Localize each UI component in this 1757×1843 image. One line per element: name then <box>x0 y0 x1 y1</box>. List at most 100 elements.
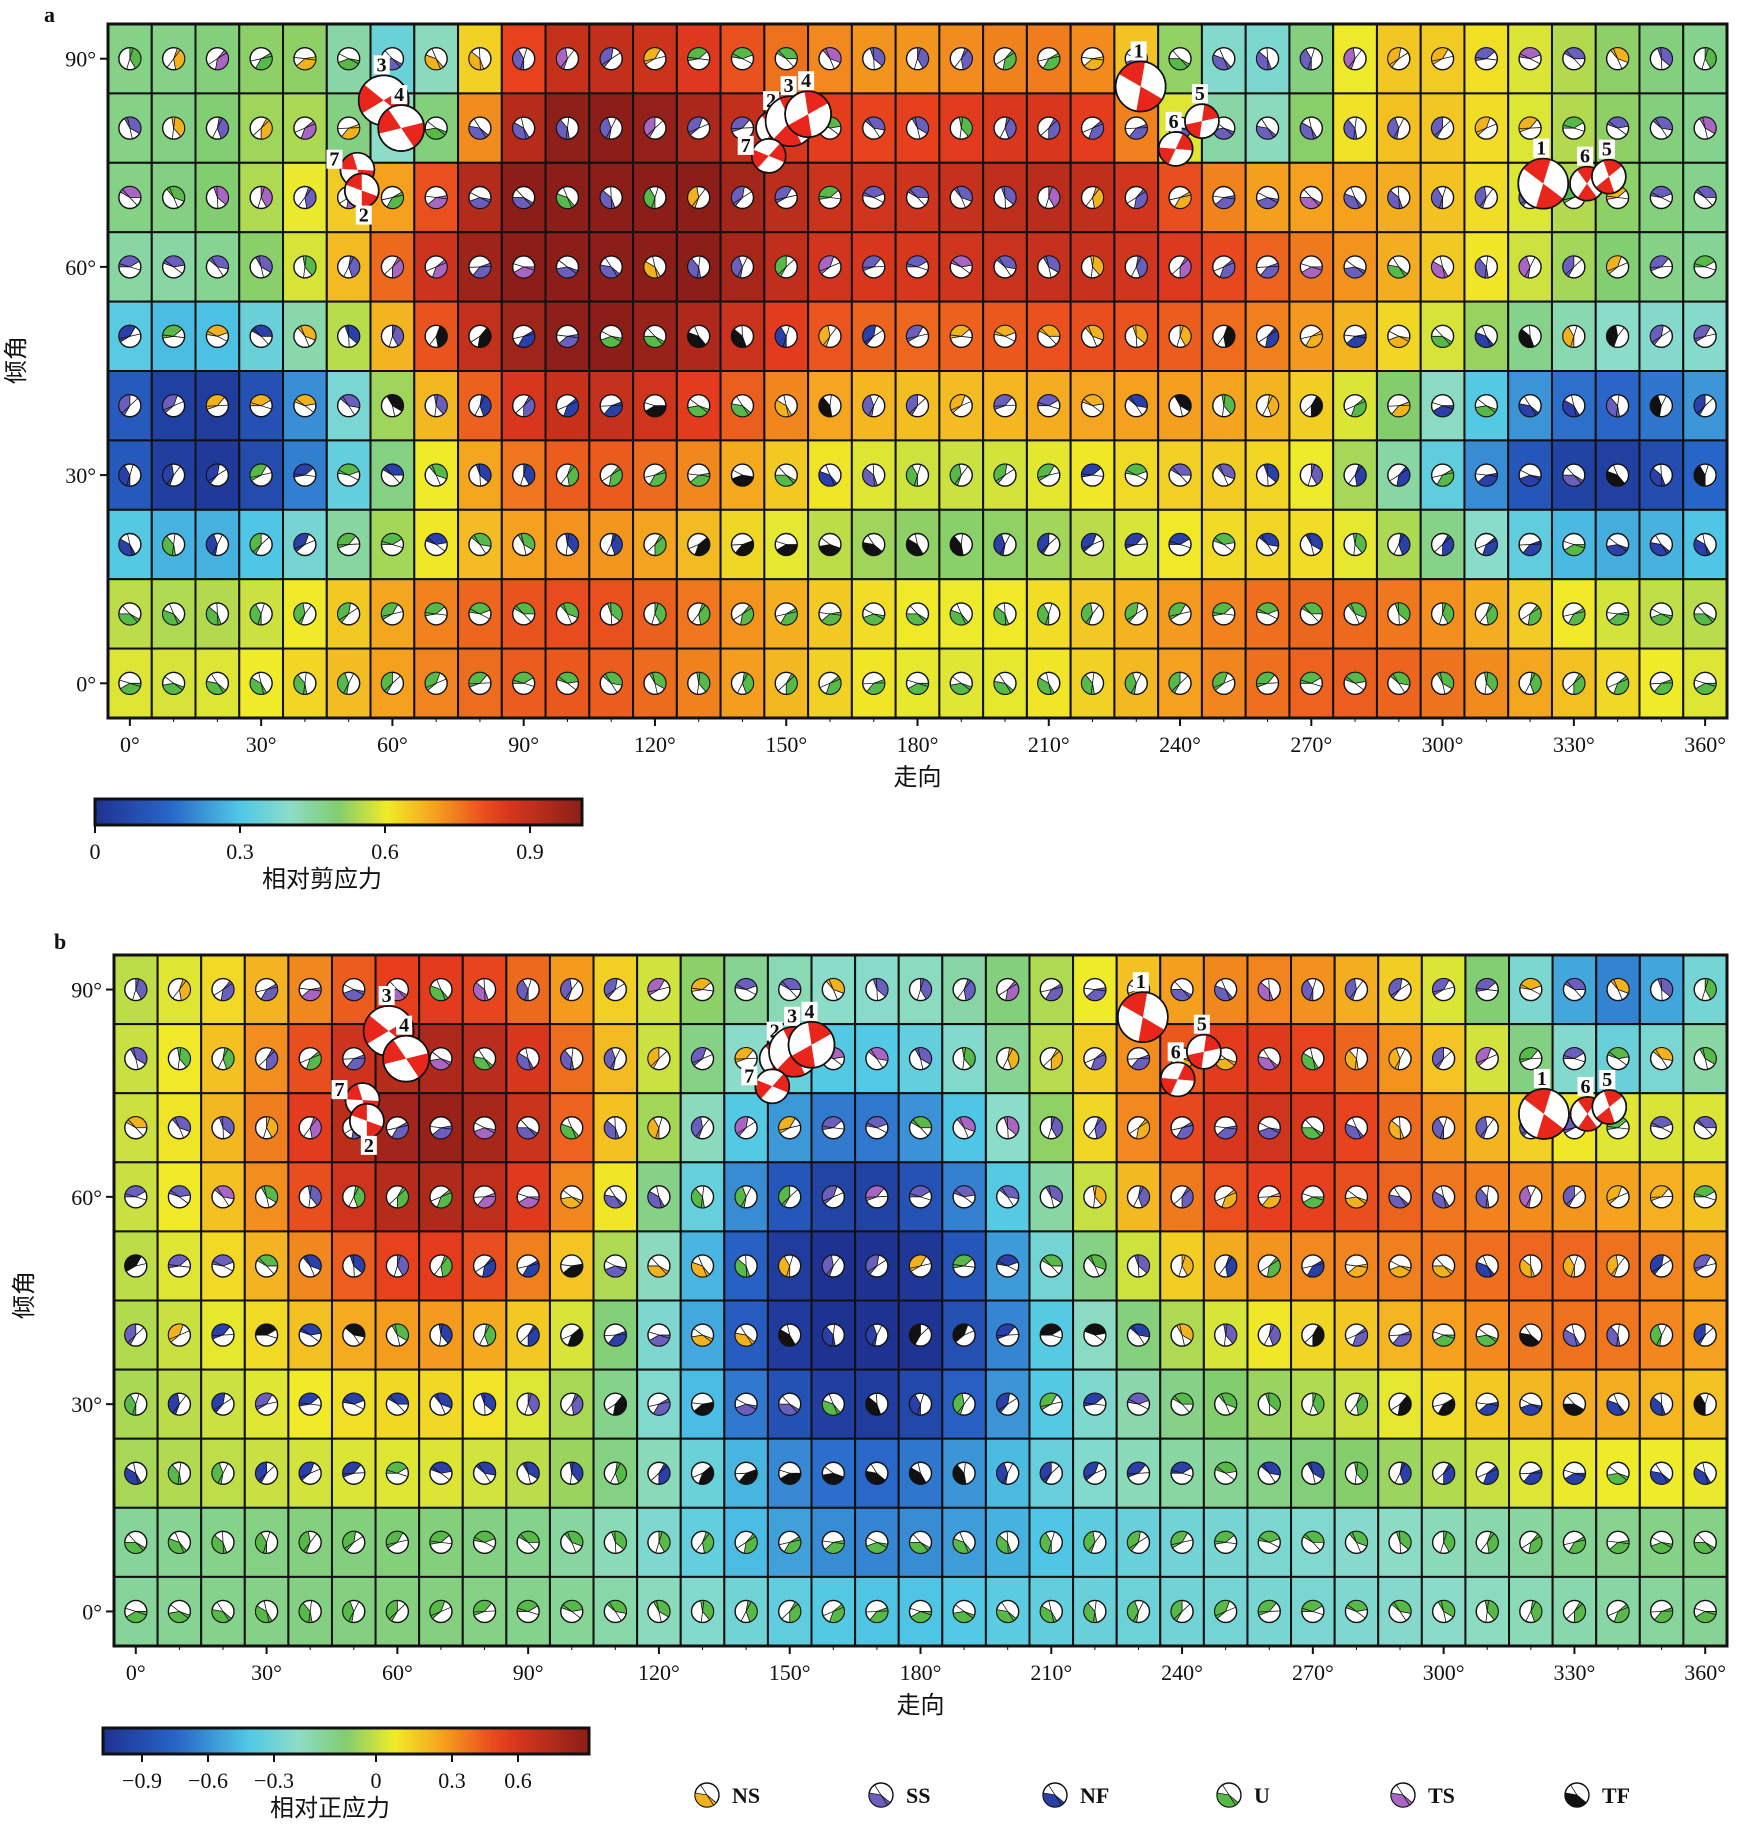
mechanism-ball <box>424 255 448 279</box>
mechanism-ball <box>298 1599 322 1624</box>
mechanism-ball <box>254 977 279 1002</box>
mechanism-ball <box>995 1599 1020 1624</box>
heatmap-cell <box>1288 647 1335 719</box>
mechanism-ball <box>1475 1254 1499 1278</box>
earthquake-label: 3 <box>787 1006 797 1028</box>
mechanism-ball <box>298 1323 322 1347</box>
mechanism-ball <box>1693 532 1717 557</box>
x-tick-label: 270° <box>1292 1660 1334 1685</box>
mechanism-ball <box>821 1392 846 1416</box>
heatmap-cell <box>413 23 460 95</box>
mechanism-ball <box>293 324 317 348</box>
heatmap-cell <box>982 647 1028 719</box>
mechanism-ball <box>1344 1323 1369 1347</box>
mechanism-ball <box>1518 324 1542 348</box>
mechanism-ball <box>298 1530 322 1555</box>
mechanism-ball <box>1605 671 1630 695</box>
mechanism-ball <box>599 602 623 626</box>
mechanism-ball <box>1299 463 1324 487</box>
mechanism-ball <box>293 116 317 140</box>
mechanism-ball <box>774 671 798 695</box>
mechanism-ball <box>1431 1599 1456 1624</box>
mechanism-ball <box>908 1530 933 1555</box>
mechanism-ball <box>1083 1323 1107 1347</box>
earthquake-label: 7 <box>334 1079 344 1101</box>
mechanism-ball <box>643 671 667 695</box>
mechanism-ball <box>118 185 142 210</box>
heatmap-cell <box>636 1506 682 1578</box>
mechanism-ball <box>643 602 667 626</box>
mechanism-ball <box>995 977 1020 1002</box>
mechanism-ball <box>424 463 448 487</box>
mechanism-ball <box>730 463 755 487</box>
mechanism-ball <box>908 1185 933 1209</box>
mechanism-ball <box>1344 1046 1369 1071</box>
earthquake-label: 4 <box>394 84 404 106</box>
earthquake-label-bg <box>1576 146 1593 166</box>
colorbar: −0.9 −0.6 −0.3 0 0.3 0.6 相对正应力 <box>101 1726 591 1822</box>
mechanism-ball <box>1083 1046 1107 1071</box>
mechanism-ball <box>1475 1530 1499 1555</box>
mechanism-ball <box>336 602 361 626</box>
mechanism-ball <box>1475 1185 1499 1209</box>
mechanism-ball <box>385 1254 410 1278</box>
mechanism-ball <box>1606 1254 1630 1278</box>
mechanism-ball <box>555 324 580 348</box>
earthquake-label-bg <box>1132 972 1149 992</box>
colorbar-tick-label: −0.9 <box>122 1768 162 1793</box>
earthquake-label: 5 <box>1602 139 1612 161</box>
mechanism-ball <box>1693 1116 1717 1140</box>
mechanism-ball <box>1475 1599 1499 1624</box>
mechanism-ball <box>1301 1185 1325 1209</box>
mechanism-ball <box>385 1461 410 1485</box>
mechanism-ball <box>690 1046 715 1071</box>
mechanism-ball <box>254 1046 279 1071</box>
mechanism-ball <box>1170 1599 1194 1624</box>
mechanism-ball <box>429 1323 453 1347</box>
mechanism-ball <box>336 671 361 695</box>
mechanism-ball <box>472 1046 497 1071</box>
mechanism-ball <box>1037 394 1061 418</box>
mechanism-ball <box>1344 1254 1369 1278</box>
mechanism-ball <box>429 1254 453 1278</box>
mechanism-ball <box>774 324 798 348</box>
mechanism-ball <box>647 1185 671 1209</box>
mechanism-ball <box>995 1116 1020 1140</box>
mechanism-ball <box>599 463 623 487</box>
mechanism-ball <box>1387 394 1411 418</box>
mechanism-ball <box>1388 1116 1412 1140</box>
mechanism-ball <box>1213 1461 1238 1485</box>
mechanism-ball <box>161 116 186 140</box>
mechanism-ball <box>161 602 186 626</box>
mechanism-ball <box>1257 1599 1281 1624</box>
mechanism-ball <box>1170 1254 1194 1278</box>
mechanism-ball <box>1693 1392 1717 1416</box>
mechanism-ball <box>690 977 715 1002</box>
mechanism-ball <box>254 1599 279 1624</box>
mechanism-ball <box>342 1254 366 1278</box>
mechanism-ball <box>1124 532 1148 557</box>
mechanism-ball <box>1255 47 1280 71</box>
mechanism-ball <box>687 463 711 487</box>
mechanism-ball <box>468 671 492 695</box>
earthquake-beachball <box>784 90 832 139</box>
mechanism-ball <box>1649 1392 1674 1416</box>
mechanism-ball <box>1301 1461 1325 1485</box>
mechanism-ball <box>429 1185 453 1209</box>
heatmap-cell <box>810 1299 857 1371</box>
y-tick-label: 0° <box>76 671 96 696</box>
mechanism-ball <box>687 255 711 279</box>
mechanism-ball <box>599 671 623 695</box>
mechanism-ball <box>1693 324 1717 348</box>
mechanism-ball <box>1080 602 1105 626</box>
mechanism-ball <box>254 1254 279 1278</box>
mechanism-ball <box>385 1116 410 1140</box>
mechanism-ball <box>1212 47 1236 71</box>
mechanism-ball <box>1693 394 1717 418</box>
mechanism-ball <box>1170 1116 1194 1140</box>
mechanism-ball <box>818 532 842 557</box>
mechanism-ball <box>468 602 492 626</box>
mechanism-ball <box>429 1599 453 1624</box>
mechanism-ball <box>1343 463 1367 487</box>
mechanism-ball <box>1124 116 1148 140</box>
